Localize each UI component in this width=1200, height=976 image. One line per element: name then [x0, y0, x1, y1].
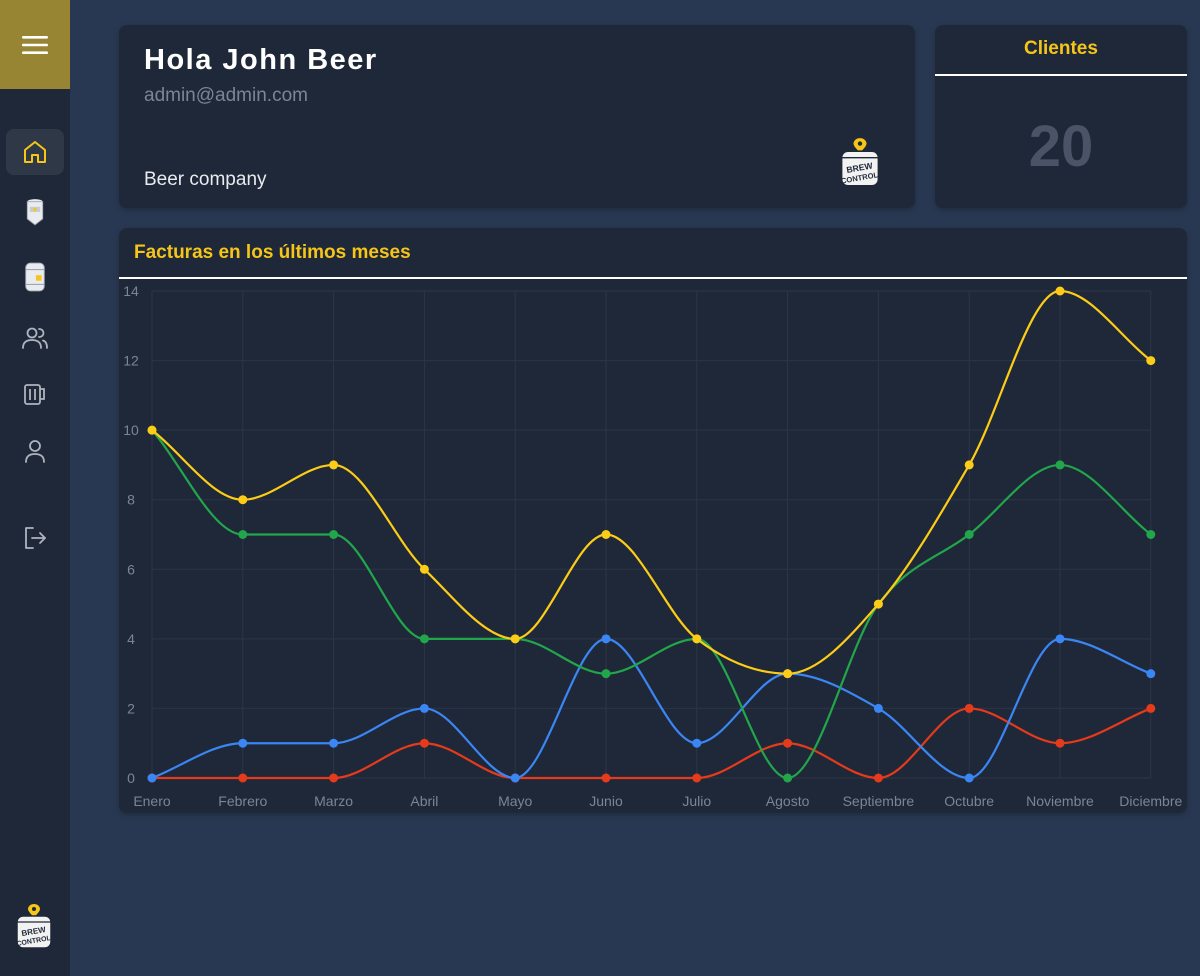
- sidebar-item-logout[interactable]: [6, 515, 64, 561]
- menu-button[interactable]: [0, 0, 70, 89]
- data-point-blue: [238, 738, 248, 748]
- data-point-yellow: [964, 460, 974, 470]
- data-point-red: [1146, 703, 1156, 713]
- beer-mug-icon: [24, 384, 45, 405]
- data-point-green: [601, 669, 611, 679]
- data-point-yellow: [1055, 286, 1065, 296]
- chart-title: Facturas en los últimos meses: [134, 242, 411, 263]
- user-email: admin@admin.com: [144, 85, 308, 106]
- y-tick-label: 4: [127, 631, 135, 647]
- data-point-green: [329, 530, 339, 539]
- data-point-red: [419, 738, 429, 748]
- x-tick-label: Diciembre: [1119, 793, 1182, 809]
- sidebar-item-clients[interactable]: [6, 315, 64, 361]
- y-tick-label: 6: [127, 561, 135, 577]
- data-point-blue: [873, 703, 883, 713]
- data-point-blue: [419, 703, 429, 713]
- invoices-line-chart: 0 2 4 6 8 10 12 14 Enero Febrero Marzo Abril Mayo Jun…: [123, 283, 1182, 809]
- y-tick-label: 10: [123, 422, 139, 438]
- sidebar-item-fermenter[interactable]: [6, 189, 64, 235]
- data-point-red: [1055, 738, 1065, 748]
- logout-icon: [25, 527, 46, 549]
- svg-text:BREW: BREW: [846, 160, 875, 175]
- clients-title: Clientes: [1024, 38, 1098, 59]
- data-point-red: [692, 773, 702, 783]
- divider: [119, 277, 1187, 279]
- y-tick-label: 8: [127, 492, 135, 508]
- series-line-green: [151, 429, 1152, 780]
- data-point-yellow: [601, 530, 611, 539]
- brew-control-logo: BREW CONTROL: [16, 904, 52, 949]
- y-tick-label: 0: [127, 770, 135, 786]
- series-line-yellow: [151, 289, 1152, 675]
- sidebar: BREW CONTROL: [0, 0, 70, 976]
- x-tick-label: Agosto: [766, 793, 810, 809]
- invoices-chart-card: Facturas en los últimos meses 0 2 4 6 8 10 12 1…: [119, 228, 1187, 813]
- data-point-red: [873, 773, 883, 783]
- data-point-red: [964, 703, 974, 713]
- x-tick-label: Marzo: [314, 793, 353, 809]
- keg-icon: [25, 262, 45, 292]
- greeting-card: Hola John Beer admin@admin.com Beer comp…: [119, 25, 915, 208]
- home-icon: [24, 141, 46, 163]
- divider: [935, 74, 1187, 76]
- data-point-blue: [1055, 634, 1065, 644]
- data-point-yellow: [1146, 356, 1156, 366]
- x-tick-label: Abril: [410, 793, 438, 809]
- user-icon: [25, 440, 45, 463]
- clients-count: 20: [1028, 114, 1094, 179]
- data-point-blue: [147, 773, 157, 783]
- hamburger-icon: [22, 35, 48, 54]
- data-point-green: [238, 530, 248, 539]
- data-point-yellow: [692, 634, 702, 644]
- sidebar-item-home[interactable]: [6, 129, 64, 175]
- data-point-blue: [510, 773, 520, 783]
- y-tick-label: 2: [127, 700, 135, 716]
- data-point-yellow: [873, 599, 883, 609]
- data-point-blue: [601, 634, 611, 644]
- greeting-title: Hola John Beer: [144, 44, 378, 76]
- x-tick-label: Febrero: [218, 793, 267, 809]
- data-point-blue: [692, 738, 702, 748]
- sidebar-item-beers[interactable]: [6, 371, 64, 417]
- sidebar-item-profile[interactable]: [6, 428, 64, 474]
- clients-card: Clientes 20: [935, 25, 1187, 208]
- brew-control-logo: BREW CONTROL: [840, 138, 880, 187]
- x-tick-label: Octubre: [944, 793, 994, 809]
- x-tick-label: Septiembre: [843, 793, 915, 809]
- sidebar-item-keg[interactable]: [6, 254, 64, 300]
- users-icon: [22, 327, 48, 349]
- fermenter-icon: [26, 199, 44, 226]
- x-tick-label: Mayo: [498, 793, 532, 809]
- x-tick-label: Enero: [133, 793, 171, 809]
- data-point-blue: [964, 773, 974, 783]
- company-name: Beer company: [144, 169, 267, 190]
- data-point-green: [964, 530, 974, 539]
- x-tick-label: Noviembre: [1026, 793, 1094, 809]
- data-point-yellow: [329, 460, 339, 470]
- data-point-green: [783, 773, 793, 783]
- x-tick-label: Julio: [682, 793, 711, 809]
- data-point-green: [1055, 460, 1065, 470]
- data-point-red: [238, 773, 248, 783]
- svg-text:BREW: BREW: [21, 925, 47, 938]
- data-point-red: [601, 773, 611, 783]
- data-point-green: [1146, 530, 1156, 539]
- data-point-red: [783, 738, 793, 748]
- x-tick-label: Junio: [589, 793, 623, 809]
- data-point-yellow: [419, 564, 429, 574]
- data-point-yellow: [147, 425, 157, 435]
- y-tick-label: 12: [123, 353, 139, 369]
- y-tick-label: 14: [123, 283, 139, 299]
- data-point-yellow: [783, 669, 793, 679]
- data-point-blue: [329, 738, 339, 748]
- data-point-blue: [1146, 669, 1156, 679]
- data-point-green: [419, 634, 429, 644]
- data-point-yellow: [510, 634, 520, 644]
- data-point-yellow: [238, 495, 248, 505]
- data-point-red: [329, 773, 339, 783]
